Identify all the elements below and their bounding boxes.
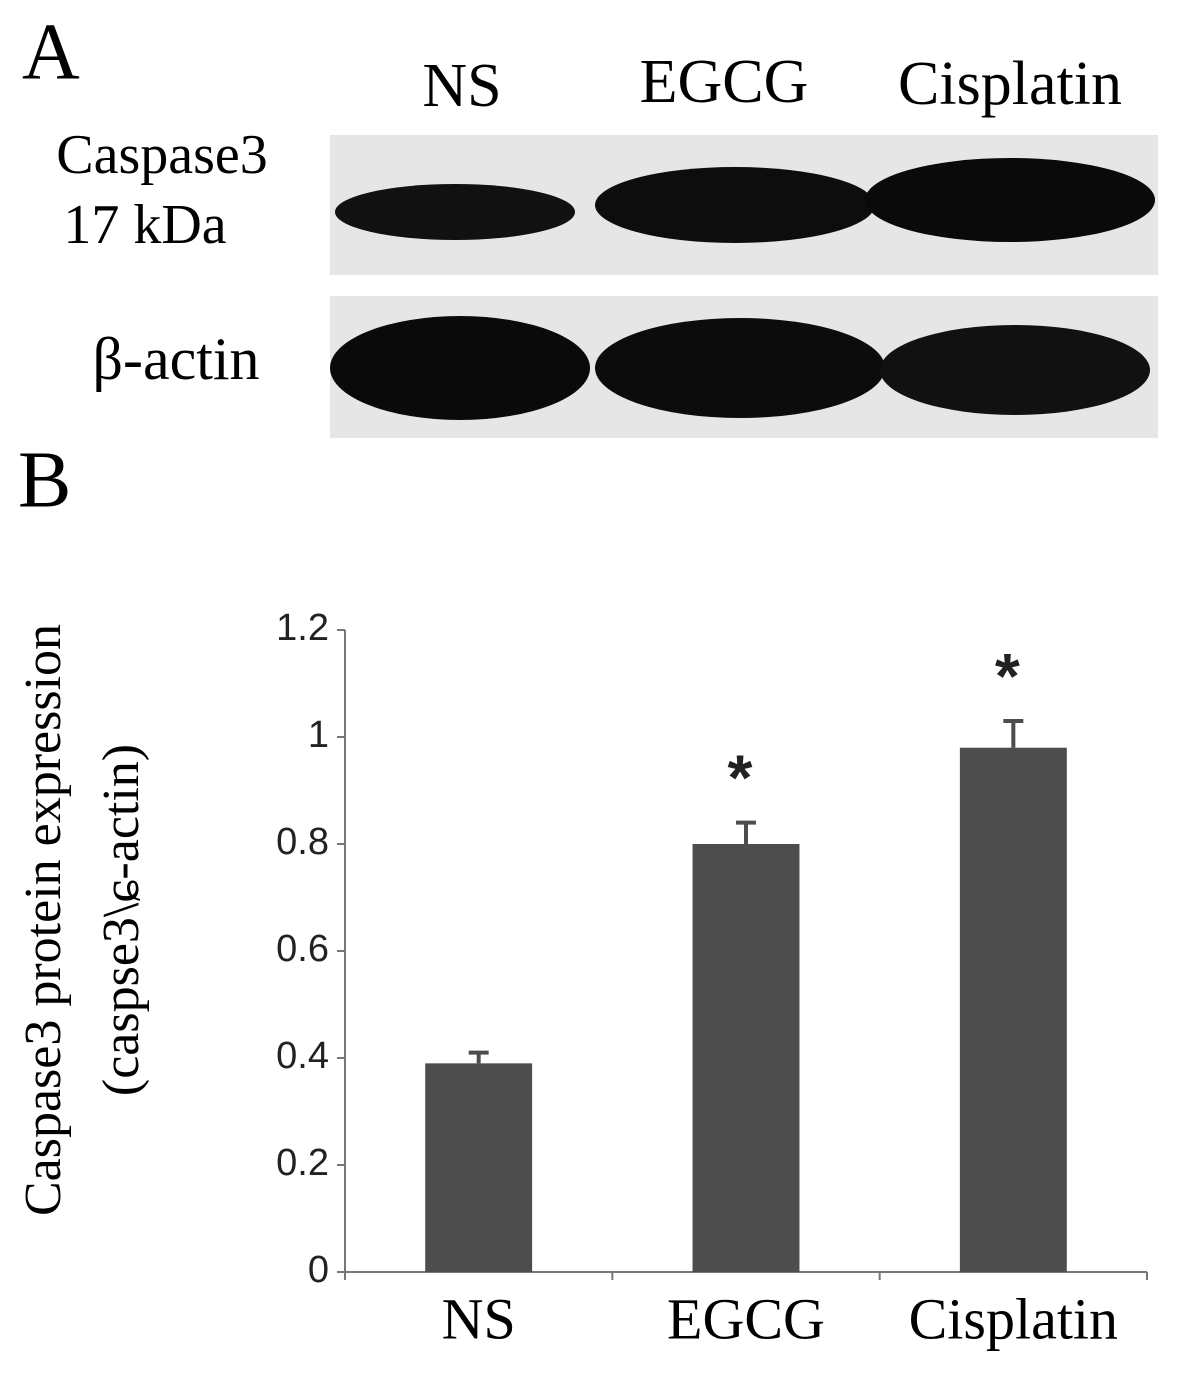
lane-label: Cisplatin xyxy=(898,50,1122,118)
bar xyxy=(692,844,800,1272)
x-tick-label: NS xyxy=(442,1286,516,1351)
blot-band xyxy=(595,318,885,418)
bar xyxy=(959,747,1067,1272)
y-tick-label: 0.4 xyxy=(276,1035,329,1077)
y-tick-label: 1 xyxy=(308,714,329,756)
panel-label: B xyxy=(18,436,71,524)
blot-band xyxy=(865,158,1155,242)
y-title: Caspase3 protein expression (caspse3\ɕ-a… xyxy=(15,624,150,1216)
panel-label: A xyxy=(22,8,80,96)
row-label: Caspase3 xyxy=(56,124,268,186)
y-title-line: Caspase3 protein expression xyxy=(15,624,72,1216)
bar xyxy=(425,1063,533,1272)
lane-label: EGCG xyxy=(640,48,809,116)
y-title-line: (caspse3\ɕ-actin) xyxy=(93,744,150,1096)
significance-marker: * xyxy=(728,742,753,814)
y-tick-label: 0.8 xyxy=(276,821,329,863)
row-label: β-actin xyxy=(92,326,259,392)
row-label: 17 kDa xyxy=(63,194,226,256)
blot-band xyxy=(330,316,590,420)
blot-band xyxy=(880,325,1150,415)
significance-marker: * xyxy=(995,640,1020,712)
x-tick-label: Cisplatin xyxy=(909,1286,1118,1351)
blot-band xyxy=(595,167,875,243)
y-tick-label: 1.2 xyxy=(276,607,329,649)
blot-band xyxy=(335,184,575,240)
y-tick-label: 0.2 xyxy=(276,1142,329,1184)
x-tick-label: EGCG xyxy=(667,1286,825,1351)
lane-label: NS xyxy=(422,52,501,120)
y-tick-label: 0.6 xyxy=(276,928,329,970)
y-tick-label: 0 xyxy=(308,1249,329,1291)
